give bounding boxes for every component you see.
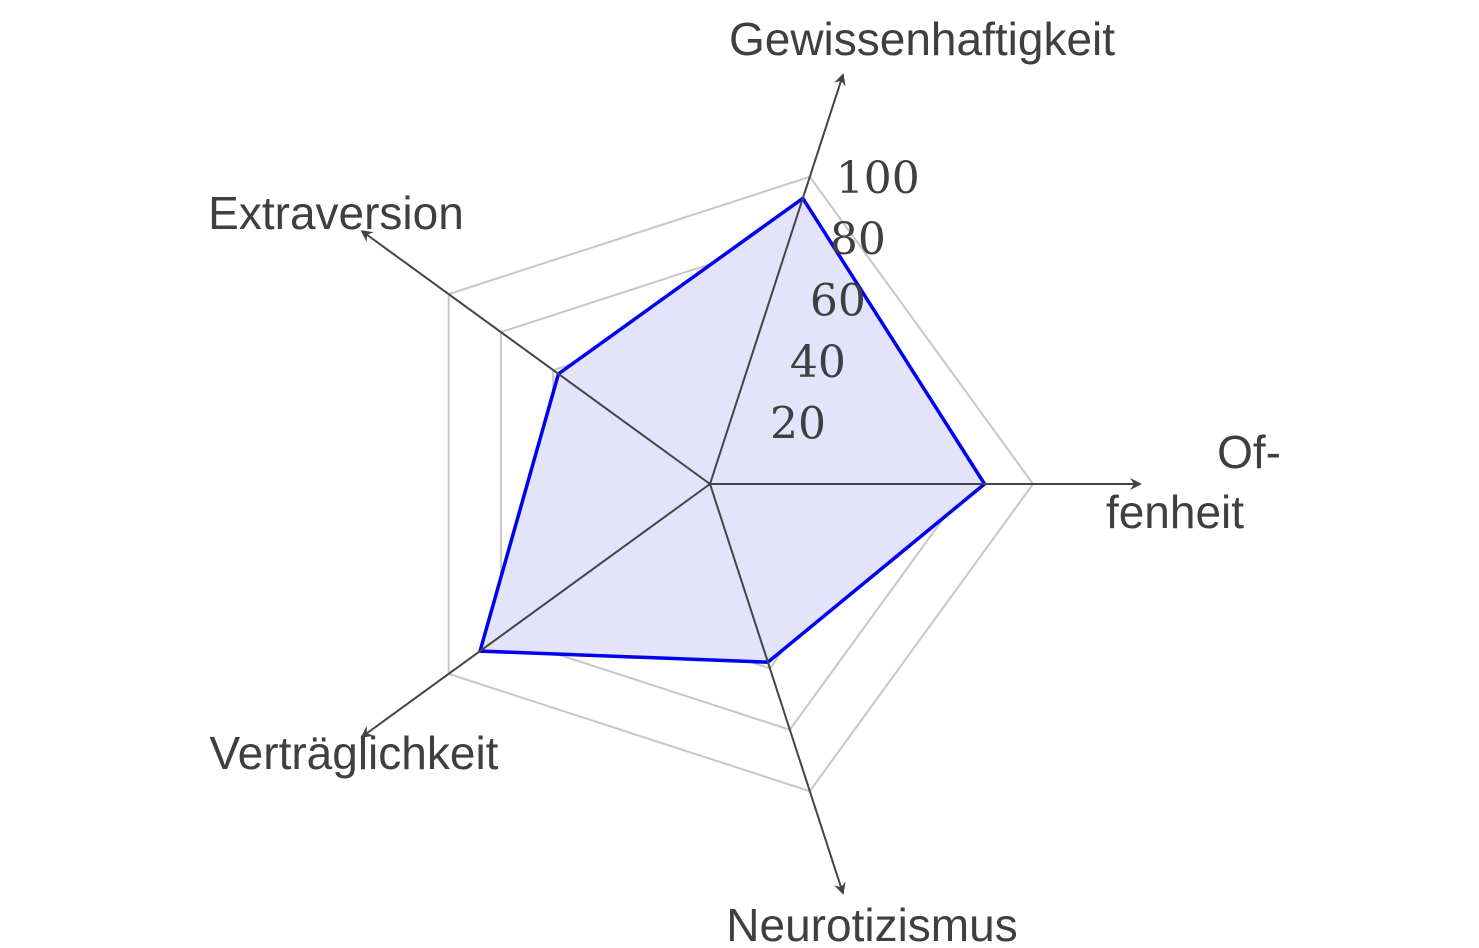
axis-label-neurotizismus: Neurotizismus [726, 899, 1017, 948]
tick-label-40: 40 [790, 337, 846, 388]
tick-label-layer: 20 40 60 80 100 [770, 153, 920, 450]
axis-label-layer: Of-fenheit Gewissenhaftigkeit Extraversion… [208, 13, 1281, 948]
grid-ring-100 [447, 175, 1035, 793]
tick-label-60: 60 [810, 276, 866, 327]
axis-line-1 [709, 73, 846, 485]
axis-label-line: Of- [1217, 426, 1281, 478]
axis-label-extraversion: Extraversion [208, 187, 464, 239]
series-layer [478, 196, 987, 664]
axis-label-line: Gewissenhaftigkeit [729, 13, 1115, 65]
axis-layer [360, 73, 1142, 895]
axis-line-4 [709, 483, 846, 895]
series-polygon [478, 196, 987, 664]
axis-label-line: Extraversion [208, 187, 464, 239]
tick-label-20: 20 [770, 399, 826, 450]
axis-label-gewissenhaftigkeit: Gewissenhaftigkeit [729, 13, 1115, 65]
axis-line-2 [360, 230, 711, 485]
tick-label-100: 100 [836, 153, 920, 204]
axis-label-line: Verträglichkeit [210, 727, 499, 779]
axis-label-line: Neurotizismus [726, 899, 1017, 948]
tick-label-80: 80 [830, 214, 886, 265]
axis-label-offenheit: Of-fenheit [1106, 426, 1281, 538]
axis-label-verträglichkeit: Verträglichkeit [210, 727, 499, 779]
axis-label-line: fenheit [1106, 486, 1244, 538]
axis-line-3 [360, 483, 711, 738]
